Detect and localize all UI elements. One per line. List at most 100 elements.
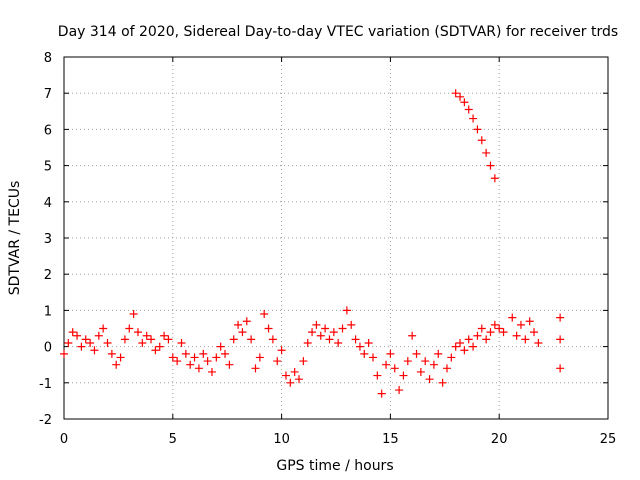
- data-point: [421, 357, 430, 366]
- data-point: [334, 338, 343, 347]
- data-point: [142, 331, 151, 340]
- data-point: [512, 331, 521, 340]
- x-tick-label: 0: [60, 432, 68, 447]
- data-point: [242, 317, 251, 326]
- data-point: [312, 320, 321, 329]
- data-points: [60, 89, 565, 398]
- x-axis-title: GPS time / hours: [276, 458, 393, 474]
- data-point: [434, 349, 443, 358]
- data-point: [177, 338, 186, 347]
- data-point: [86, 338, 95, 347]
- data-point: [473, 331, 482, 340]
- data-point: [373, 371, 382, 380]
- x-tick-label: 25: [600, 432, 617, 447]
- data-point: [395, 386, 404, 395]
- y-axis-title: SDTVAR / TECUs: [7, 181, 23, 296]
- data-point: [556, 313, 565, 322]
- data-point: [516, 320, 525, 329]
- data-point: [64, 338, 73, 347]
- data-point: [238, 328, 247, 337]
- data-point: [477, 324, 486, 333]
- data-point: [464, 105, 473, 114]
- data-point: [408, 331, 417, 340]
- data-point: [112, 360, 121, 369]
- data-point: [486, 328, 495, 337]
- data-point: [530, 328, 539, 337]
- data-point: [438, 378, 447, 387]
- data-point: [490, 174, 499, 183]
- x-tick-label: 15: [382, 432, 399, 447]
- data-point: [525, 317, 534, 326]
- data-point: [225, 360, 234, 369]
- data-point: [116, 353, 125, 362]
- axis-ticks: 0 5 10 15 20 25 -2 -1 0 1 2 3 4 5 6 7 8: [39, 51, 616, 447]
- data-point: [325, 335, 334, 344]
- data-point: [368, 353, 377, 362]
- data-point: [199, 349, 208, 358]
- series-sdtvar-low: [60, 306, 565, 398]
- data-point: [168, 353, 177, 362]
- data-point: [556, 364, 565, 373]
- y-tick-label: 1: [44, 304, 52, 319]
- y-tick-label: 8: [44, 51, 52, 66]
- data-point: [103, 338, 112, 347]
- data-point: [451, 89, 460, 98]
- data-point: [125, 324, 134, 333]
- x-tick-label: 10: [273, 432, 290, 447]
- data-point: [412, 349, 421, 358]
- data-point: [133, 328, 142, 337]
- data-point: [255, 353, 264, 362]
- data-point: [377, 389, 386, 398]
- data-point: [482, 148, 491, 157]
- data-point: [77, 342, 86, 351]
- data-point: [212, 353, 221, 362]
- data-point: [308, 328, 317, 337]
- data-point: [94, 331, 103, 340]
- data-point: [386, 349, 395, 358]
- data-point: [360, 349, 369, 358]
- data-point: [469, 342, 478, 351]
- data-point: [456, 338, 465, 347]
- data-point: [194, 364, 203, 373]
- data-point: [290, 367, 299, 376]
- data-point: [416, 367, 425, 376]
- data-point: [303, 338, 312, 347]
- data-point: [277, 346, 286, 355]
- data-point: [99, 324, 108, 333]
- data-point: [351, 335, 360, 344]
- data-point: [138, 338, 147, 347]
- data-point: [399, 371, 408, 380]
- data-point: [469, 114, 478, 123]
- data-point: [329, 328, 338, 337]
- data-point: [268, 335, 277, 344]
- data-point: [164, 335, 173, 344]
- data-point: [347, 320, 356, 329]
- y-tick-label: -1: [39, 377, 52, 392]
- y-tick-label: 6: [44, 123, 52, 138]
- data-point: [120, 335, 129, 344]
- data-point: [429, 360, 438, 369]
- chart-title: Day 314 of 2020, Sidereal Day-to-day VTE…: [58, 24, 618, 40]
- data-point: [473, 125, 482, 134]
- y-tick-label: 0: [44, 341, 52, 356]
- data-point: [129, 310, 138, 319]
- data-point: [221, 349, 230, 358]
- data-point: [403, 357, 412, 366]
- data-point: [338, 324, 347, 333]
- data-point: [390, 364, 399, 373]
- data-point: [316, 331, 325, 340]
- y-tick-label: -2: [39, 413, 52, 428]
- data-point: [451, 342, 460, 351]
- data-point: [90, 346, 99, 355]
- data-point: [508, 313, 517, 322]
- y-tick-label: 7: [44, 87, 52, 102]
- data-point: [160, 331, 169, 340]
- data-point: [147, 335, 156, 344]
- x-tick-label: 5: [169, 432, 177, 447]
- data-point: [107, 349, 116, 358]
- data-point: [229, 335, 238, 344]
- data-point: [203, 357, 212, 366]
- data-point: [534, 338, 543, 347]
- data-point: [247, 335, 256, 344]
